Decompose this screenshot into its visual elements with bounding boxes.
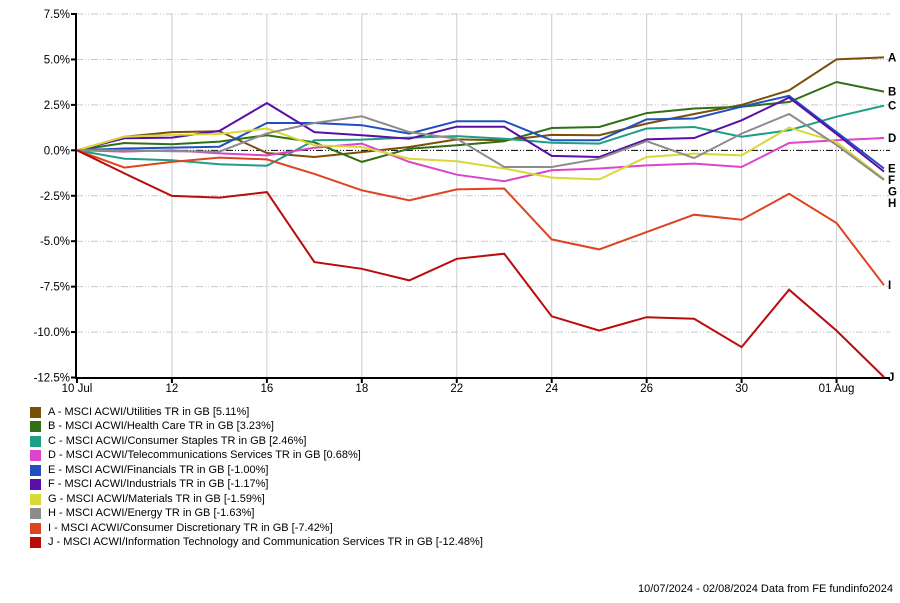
series-line-J bbox=[76, 149, 885, 378]
footer-date-range: 10/07/2024 - 02/08/2024 Data from FE fun… bbox=[637, 583, 893, 595]
legend-label-B: B - MSCI ACWI/Health Care TR in GB [3.23… bbox=[48, 420, 274, 433]
series-line-H bbox=[77, 112, 885, 181]
y-tick-label: 5.0% bbox=[44, 54, 70, 66]
series-end-label-C: C bbox=[888, 101, 896, 113]
legend-label-G: G - MSCI ACWI/Materials TR in GB [-1.59%… bbox=[48, 492, 265, 505]
legend-row-H: H - MSCI ACWI/Energy TR in GB [-1.63%] bbox=[30, 507, 483, 522]
series-line-E bbox=[76, 94, 885, 170]
x-tick-label: 22 bbox=[450, 383, 463, 395]
x-tick-label: 01 Aug bbox=[819, 383, 855, 395]
series-end-label-B: B bbox=[888, 87, 896, 99]
x-tick-label: 18 bbox=[355, 383, 368, 395]
x-tick-label: 10 Jul bbox=[62, 383, 93, 395]
legend-row-D: D - MSCI ACWI/Telecommunications Service… bbox=[30, 449, 483, 464]
legend-label-E: E - MSCI ACWI/Financials TR in GB [-1.00… bbox=[48, 463, 269, 476]
legend-swatch-F bbox=[30, 479, 41, 491]
series-line-F bbox=[76, 96, 885, 173]
series-end-label-E: E bbox=[888, 163, 896, 175]
series-line-B bbox=[76, 80, 885, 163]
x-tick-label: 24 bbox=[545, 383, 558, 395]
legend-row-B: B - MSCI ACWI/Health Care TR in GB [3.23… bbox=[30, 420, 483, 435]
series-end-label-A: A bbox=[888, 52, 896, 64]
legend-label-A: A - MSCI ACWI/Utilities TR in GB [5.11%] bbox=[48, 405, 250, 418]
series-line-I bbox=[76, 149, 885, 286]
series-end-label-G: G bbox=[888, 186, 897, 198]
x-tick-label: 30 bbox=[735, 383, 748, 395]
y-tick-label: -12.5% bbox=[34, 373, 70, 385]
y-tick-label: -7.5% bbox=[40, 282, 70, 294]
legend-label-C: C - MSCI ACWI/Consumer Staples TR in GB … bbox=[48, 434, 307, 447]
y-tick-label: 2.5% bbox=[44, 100, 70, 112]
x-tick-label: 12 bbox=[166, 383, 179, 395]
series-end-label-J: J bbox=[888, 372, 894, 384]
legend-row-G: G - MSCI ACWI/Materials TR in GB [-1.59%… bbox=[30, 492, 483, 507]
y-tick-label: -2.5% bbox=[40, 191, 70, 203]
y-tick-label: -10.0% bbox=[34, 327, 70, 339]
legend-label-D: D - MSCI ACWI/Telecommunications Service… bbox=[48, 449, 361, 462]
series-line-D bbox=[76, 137, 885, 183]
series-end-label-I: I bbox=[888, 280, 891, 292]
series-end-label-D: D bbox=[888, 133, 896, 145]
series-line-C bbox=[76, 104, 885, 167]
legend-swatch-I bbox=[30, 522, 41, 534]
legend: A - MSCI ACWI/Utilities TR in GB [5.11%]… bbox=[30, 405, 483, 550]
series-line-G bbox=[76, 126, 885, 181]
series-end-label-F: F bbox=[888, 175, 895, 187]
legend-swatch-J bbox=[30, 537, 41, 549]
legend-swatch-A bbox=[30, 406, 41, 418]
legend-label-I: I - MSCI ACWI/Consumer Discretionary TR … bbox=[48, 521, 333, 534]
series-end-label-H: H bbox=[888, 198, 896, 210]
legend-swatch-G bbox=[30, 493, 41, 505]
legend-swatch-C bbox=[30, 435, 41, 447]
x-tick-label: 26 bbox=[640, 383, 653, 395]
legend-row-A: A - MSCI ACWI/Utilities TR in GB [5.11%] bbox=[30, 405, 483, 420]
legend-swatch-E bbox=[30, 464, 41, 476]
legend-label-J: J - MSCI ACWI/Information Technology and… bbox=[48, 536, 483, 549]
legend-row-C: C - MSCI ACWI/Consumer Staples TR in GB … bbox=[30, 434, 483, 449]
legend-row-I: I - MSCI ACWI/Consumer Discretionary TR … bbox=[30, 521, 483, 536]
legend-label-H: H - MSCI ACWI/Energy TR in GB [-1.63%] bbox=[48, 507, 255, 520]
x-tick-label: 16 bbox=[260, 383, 273, 395]
y-tick-label: 0.0% bbox=[44, 145, 70, 157]
legend-swatch-B bbox=[30, 421, 41, 433]
legend-label-F: F - MSCI ACWI/Industrials TR in GB [-1.1… bbox=[48, 478, 269, 491]
legend-row-F: F - MSCI ACWI/Industrials TR in GB [-1.1… bbox=[30, 478, 483, 493]
y-tick-label: -5.0% bbox=[40, 236, 70, 248]
legend-swatch-H bbox=[30, 508, 41, 520]
legend-row-E: E - MSCI ACWI/Financials TR in GB [-1.00… bbox=[30, 463, 483, 478]
legend-swatch-D bbox=[30, 450, 41, 462]
y-tick-label: 7.5% bbox=[44, 9, 70, 21]
legend-row-J: J - MSCI ACWI/Information Technology and… bbox=[30, 536, 483, 551]
